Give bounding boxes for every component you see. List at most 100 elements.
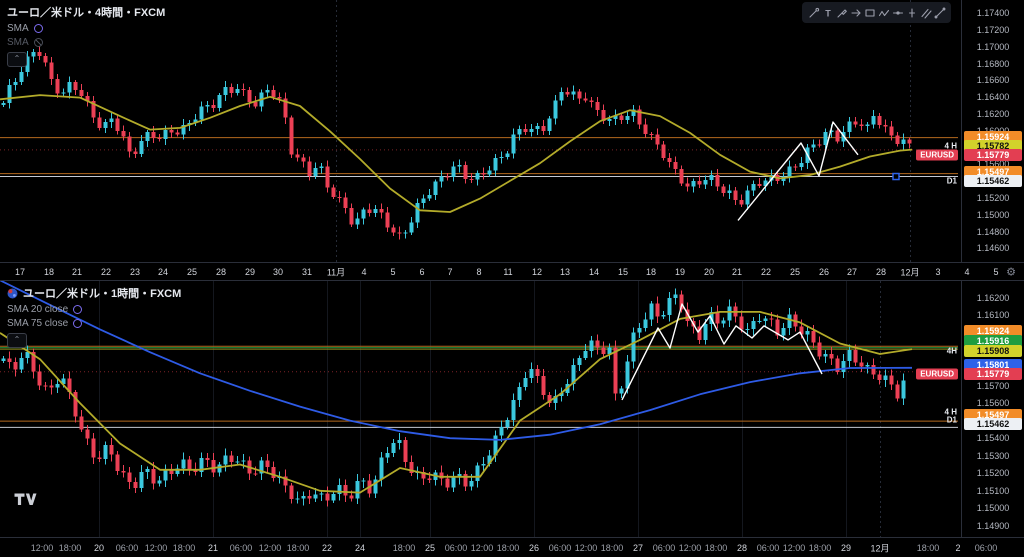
time-axis-label: 22 xyxy=(100,266,112,277)
price-tick: 1.15600 xyxy=(976,159,1010,169)
time-axis-label: 19 xyxy=(674,266,686,277)
indicator-row-sma20[interactable]: SMA 20 close xyxy=(7,304,181,315)
time-axis-label: 2 xyxy=(955,542,961,553)
time-axis-label: 5 xyxy=(993,266,999,277)
price-tick: 1.14900 xyxy=(976,521,1010,531)
time-axis-label: 22 xyxy=(321,542,333,553)
price-tick: 1.17400 xyxy=(976,8,1010,18)
price-tick: 1.16100 xyxy=(976,310,1010,320)
indicator-visibility-icon[interactable] xyxy=(33,24,43,33)
price-tick: 1.15300 xyxy=(976,451,1010,461)
time-axis-label: 06:00 xyxy=(444,542,468,553)
time-axis-label: 06:00 xyxy=(652,542,676,553)
price-label[interactable]: 1.15908 xyxy=(964,345,1022,357)
time-axis-label: 12:00 xyxy=(470,542,494,553)
chart-pane-1h[interactable]: EURUSD 4H 4 H D1 1.16200 1.16100 1.15700 1.156… xyxy=(0,281,1024,548)
settings-gear-icon[interactable]: ⚙ xyxy=(1006,266,1016,278)
time-axis-label: 21 xyxy=(71,266,83,277)
price-label[interactable]: 1.15924 xyxy=(964,325,1022,337)
indicator-visibility-icon[interactable] xyxy=(73,305,83,314)
price-axis-1h[interactable]: 1.16200 1.16100 1.15700 1.15600 1.15400 1.153… xyxy=(961,281,1024,548)
horizontal-line-icon-button[interactable] xyxy=(891,4,904,21)
time-axis-label: 18:00 xyxy=(392,542,416,553)
legend-1h: ユーロ／米ドル・1時間・FXCM SMA 20 close SMA 75 clo… xyxy=(7,285,181,348)
time-axis-label: 06:00 xyxy=(548,542,572,553)
indicator-label: SMA xyxy=(7,23,29,34)
time-axis-label: 06:00 xyxy=(974,542,998,553)
brush-icon xyxy=(836,8,847,18)
pen-icon-button[interactable] xyxy=(807,4,820,21)
time-axis-label: 8 xyxy=(476,266,482,277)
candlestick-chart-4h[interactable] xyxy=(0,0,962,262)
legend-collapse-button[interactable]: ⌃ xyxy=(7,333,27,348)
parallel-channel-icon-button[interactable] xyxy=(919,4,932,21)
time-axis-label: 13 xyxy=(559,266,571,277)
time-axis-label: 20 xyxy=(93,542,105,553)
chart-pane-4h[interactable]: EURUSD 4 H D1 1.17400 1.17200 1.17000 1.16800… xyxy=(0,0,1024,262)
time-axis-label: 11 xyxy=(503,266,513,277)
price-tick: 1.15000 xyxy=(976,503,1010,513)
time-axis-label: 14 xyxy=(588,266,600,277)
chart-title-row[interactable]: ユーロ／米ドル・1時間・FXCM xyxy=(7,285,181,301)
time-axis-label: 27 xyxy=(846,266,858,277)
legend-4h: ユーロ／米ドル・4時間・FXCM SMA SMA ⌃ xyxy=(7,4,165,67)
price-tick: 1.15000 xyxy=(976,210,1010,220)
time-axis-label: 12:00 xyxy=(258,542,282,553)
price-label[interactable]: 1.15916 xyxy=(964,335,1022,347)
rectangle-icon-button[interactable] xyxy=(863,4,876,21)
time-axis-label: 31 xyxy=(301,266,313,277)
price-tick: 1.16800 xyxy=(976,59,1010,69)
time-axis-label: 12:00 xyxy=(678,542,702,553)
price-tick: 1.17200 xyxy=(976,25,1010,35)
time-axis-label: 24 xyxy=(354,542,366,553)
price-tick: 1.15600 xyxy=(976,398,1010,408)
time-axis-label: 6 xyxy=(419,266,425,277)
price-tick: 1.15700 xyxy=(976,381,1010,391)
wave-icon-button[interactable] xyxy=(877,4,890,21)
time-axis-label: 18:00 xyxy=(916,542,940,553)
brush-icon-button[interactable] xyxy=(835,4,848,21)
candlestick-chart-1h[interactable] xyxy=(0,281,962,537)
price-label[interactable]: 1.15462 xyxy=(964,175,1022,187)
time-axis-label: 25 xyxy=(424,542,436,553)
time-axis-label: 22 xyxy=(760,266,772,277)
time-axis-label: 18 xyxy=(43,266,55,277)
indicator-row-sma2[interactable]: SMA xyxy=(7,37,165,48)
price-label[interactable]: 1.15779 xyxy=(964,149,1022,161)
price-label[interactable]: 1.15779 xyxy=(964,368,1022,380)
time-axis-label: 27 xyxy=(632,542,644,553)
time-axis-label: 17 xyxy=(14,266,26,277)
rectangle-icon xyxy=(864,8,875,17)
price-axis-4h[interactable]: 1.17400 1.17200 1.17000 1.16800 1.16600 1.164… xyxy=(961,0,1024,262)
time-axis-label: 28 xyxy=(875,266,887,277)
drawing-toolbar: T xyxy=(802,2,951,23)
time-axis-label: 18:00 xyxy=(172,542,196,553)
time-axis-4h[interactable]: ⚙ 17 18 21 22 23 24 25 28 29 30 31 11月 4 5 6 7 8 11 12 13 14… xyxy=(0,262,1024,281)
indicator-label: SMA xyxy=(7,37,29,48)
indicator-visibility-icon[interactable] xyxy=(73,319,83,328)
arrow-icon-button[interactable] xyxy=(849,4,862,21)
time-axis-label: 18:00 xyxy=(808,542,832,553)
time-axis-label: 06:00 xyxy=(229,542,253,553)
time-axis-label: 12:00 xyxy=(144,542,168,553)
time-axis-label: 28 xyxy=(736,542,748,553)
text-icon-button[interactable]: T xyxy=(821,4,834,21)
time-axis-label: 25 xyxy=(789,266,801,277)
tradingview-logo[interactable] xyxy=(14,493,37,511)
trend-line-icon-button[interactable] xyxy=(933,4,946,21)
price-label[interactable]: 1.15462 xyxy=(964,418,1022,430)
time-axis-label: 12 xyxy=(531,266,543,277)
time-axis-label: 12:00 xyxy=(30,542,54,553)
legend-collapse-button[interactable]: ⌃ xyxy=(7,52,27,67)
time-axis-label: 18:00 xyxy=(704,542,728,553)
chart-title: ユーロ／米ドル・4時間・FXCM xyxy=(7,7,166,19)
indicator-row-sma1[interactable]: SMA xyxy=(7,23,165,34)
time-axis-1h[interactable]: 12:00 18:00 20 06:00 12:00 18:00 21 06:00 12:00 1… xyxy=(0,537,1024,557)
measure-icon-button[interactable] xyxy=(905,4,918,21)
price-tick: 1.14600 xyxy=(976,243,1010,253)
indicator-hidden-icon[interactable] xyxy=(33,38,43,47)
chart-title-row[interactable]: ユーロ／米ドル・4時間・FXCM xyxy=(7,4,165,20)
time-axis-label: 30 xyxy=(272,266,284,277)
indicator-row-sma75[interactable]: SMA 75 close xyxy=(7,318,181,329)
